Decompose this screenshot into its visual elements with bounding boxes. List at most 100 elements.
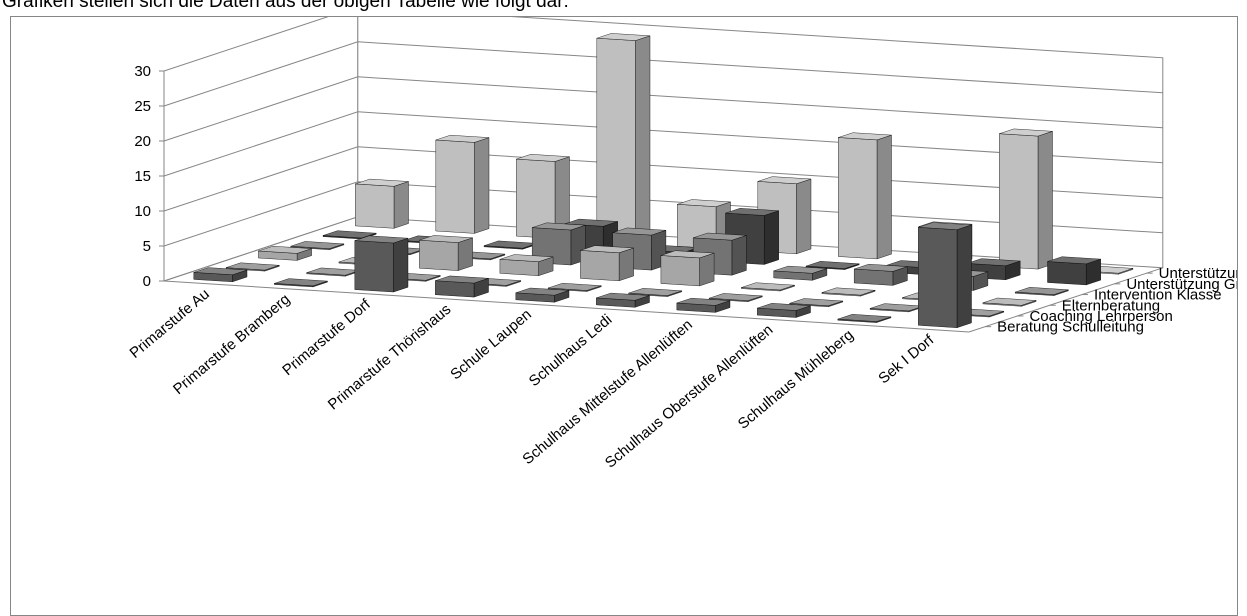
bar-top bbox=[419, 235, 473, 243]
bar-side bbox=[764, 210, 779, 265]
gridline bbox=[163, 181, 1163, 247]
bar bbox=[193, 267, 248, 283]
bar-front bbox=[355, 183, 395, 229]
bar bbox=[741, 282, 795, 292]
bar bbox=[757, 303, 811, 318]
series-label: Elternberatung bbox=[1062, 297, 1160, 314]
bar-front bbox=[499, 259, 539, 276]
bar-side bbox=[731, 235, 747, 276]
bar-top bbox=[757, 176, 812, 185]
bar-side bbox=[699, 252, 715, 287]
bar bbox=[821, 287, 876, 297]
bar-front bbox=[580, 250, 620, 282]
z-axis-ticks: 0 5 10 15 20 25 30 bbox=[134, 63, 164, 290]
bar bbox=[515, 287, 570, 303]
bar bbox=[290, 241, 345, 250]
bar bbox=[708, 293, 763, 302]
bar bbox=[789, 298, 843, 308]
bar-top bbox=[628, 288, 682, 296]
bar-top bbox=[757, 303, 811, 311]
bar-front bbox=[435, 280, 475, 298]
bar-top bbox=[290, 241, 344, 249]
bar bbox=[419, 235, 473, 271]
floor-edge bbox=[163, 216, 1163, 333]
z-tick-label: 5 bbox=[143, 238, 151, 255]
bar-front bbox=[838, 137, 878, 260]
category-label: Schulhaus Mittelstufe Allenlüften bbox=[519, 316, 695, 468]
bar-top bbox=[837, 314, 892, 322]
bar-front bbox=[999, 133, 1039, 270]
gridline bbox=[163, 146, 1163, 212]
bar-top bbox=[612, 227, 666, 236]
bar-front bbox=[918, 227, 958, 328]
bar-top bbox=[548, 282, 602, 291]
z-tick-label: 25 bbox=[134, 98, 151, 115]
series-label: Beratung Schulleitung bbox=[997, 319, 1144, 336]
bar-top bbox=[1047, 256, 1101, 265]
bar-side bbox=[474, 137, 490, 234]
bar-top bbox=[435, 275, 489, 284]
category-label: Primarstufe Au bbox=[127, 286, 213, 362]
bar bbox=[596, 33, 651, 244]
bar-top bbox=[821, 287, 876, 296]
gridlines bbox=[163, 41, 1163, 247]
bar bbox=[516, 154, 570, 239]
bar-top bbox=[596, 33, 651, 41]
bar bbox=[499, 254, 554, 276]
category-label: Schulhaus Ledi bbox=[526, 311, 616, 390]
bar-top bbox=[193, 267, 248, 276]
bar bbox=[676, 297, 731, 313]
bar-top bbox=[709, 293, 763, 301]
bar-top bbox=[999, 128, 1053, 137]
bar-top bbox=[660, 250, 715, 259]
bar-top bbox=[725, 208, 779, 216]
z-tick-label: 15 bbox=[134, 168, 151, 185]
bar bbox=[435, 275, 489, 298]
bar-side bbox=[393, 181, 409, 229]
bars bbox=[193, 33, 1134, 328]
bar bbox=[999, 128, 1053, 270]
bar-top bbox=[693, 232, 747, 241]
bar-side bbox=[618, 247, 634, 282]
bar-top bbox=[854, 263, 908, 272]
bar bbox=[838, 132, 892, 260]
bar bbox=[918, 222, 972, 328]
bar-top bbox=[789, 298, 843, 307]
bar-top bbox=[435, 134, 490, 143]
chart-area: 0 5 10 15 20 25 30 Primarstufe Au Primarstufe Br… bbox=[10, 16, 1238, 616]
bar-side bbox=[796, 178, 812, 255]
bar bbox=[547, 282, 602, 292]
gridline bbox=[163, 41, 1163, 107]
bar bbox=[982, 297, 1037, 307]
bar bbox=[596, 292, 650, 308]
bar-top bbox=[355, 178, 409, 187]
bar-front bbox=[660, 255, 700, 287]
bar-top bbox=[596, 292, 650, 301]
bar-top bbox=[1015, 287, 1069, 295]
z-tick-label: 30 bbox=[134, 63, 151, 80]
bar bbox=[1015, 287, 1069, 296]
category-label: Schule Laupen bbox=[447, 306, 535, 383]
bar-top bbox=[676, 297, 731, 306]
bar bbox=[773, 265, 828, 281]
bar-top bbox=[838, 132, 892, 141]
bar-top bbox=[322, 230, 377, 239]
bar bbox=[580, 245, 634, 282]
gridline bbox=[163, 111, 1163, 177]
bar-side bbox=[393, 237, 409, 293]
bar-top bbox=[741, 282, 795, 291]
bar bbox=[869, 303, 924, 313]
bar-side bbox=[956, 224, 972, 328]
z-tick-label: 20 bbox=[134, 133, 151, 150]
bar-top bbox=[918, 222, 972, 230]
bar-top bbox=[516, 154, 570, 162]
bar-side bbox=[876, 134, 892, 260]
bar bbox=[274, 278, 328, 288]
bar-top bbox=[580, 245, 634, 254]
bar-front bbox=[419, 239, 459, 271]
chart-caption: Grafiken stellen sich die Daten aus der … bbox=[2, 0, 569, 12]
bar-top bbox=[982, 297, 1037, 306]
bar-front bbox=[854, 268, 894, 286]
